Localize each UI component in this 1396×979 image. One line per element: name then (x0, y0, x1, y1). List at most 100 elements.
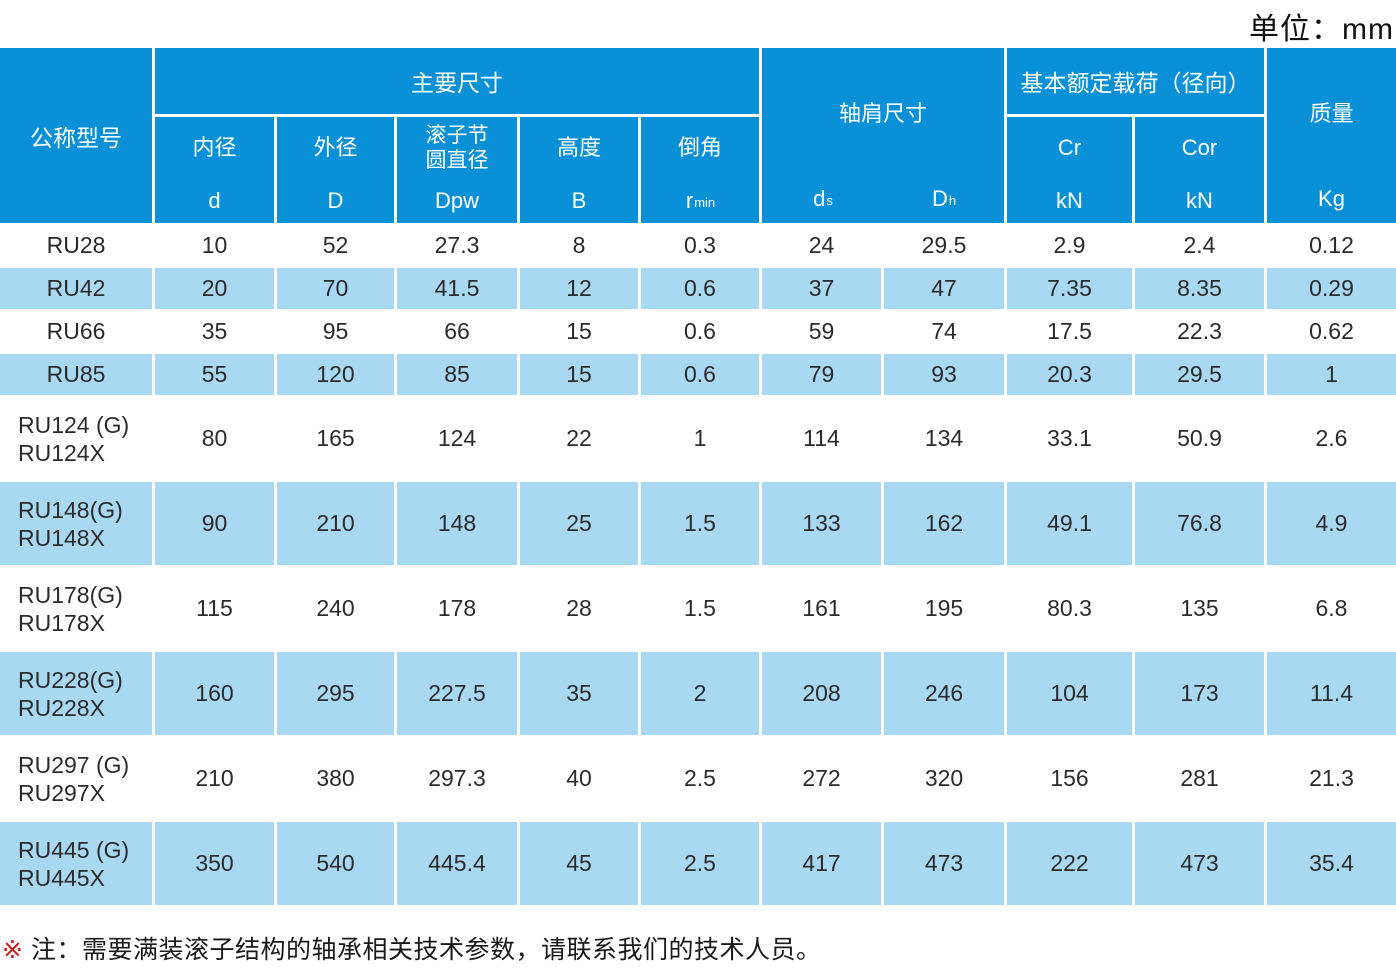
cell-value: 0.29 (1267, 268, 1396, 309)
table-row: RU66 35 95 66 15 0.6 59 74 17.5 22.3 0.62 (0, 311, 1396, 352)
cell-value: 29.5 (884, 225, 1004, 266)
cell-value: 295 (277, 652, 394, 735)
cell-value: 6.8 (1267, 567, 1396, 650)
cell-value: 1 (641, 397, 759, 480)
cell-value: 22.3 (1135, 311, 1264, 352)
cell-value: 47 (884, 268, 1004, 309)
cell-value: 161 (762, 567, 881, 650)
header-mass-unit: Kg (1318, 186, 1345, 211)
cell-value: 148 (397, 482, 517, 565)
cell-value: 1 (1267, 354, 1396, 395)
header-chamfer-label: 倒角 (677, 135, 722, 160)
cell-value: 0.62 (1267, 311, 1396, 352)
cell-model: RU124 (G) RU124X (0, 397, 152, 480)
cell-value: 22 (520, 397, 638, 480)
cell-value: 246 (884, 652, 1004, 735)
cell-value: 90 (155, 482, 274, 565)
footnote-marker: ※ (2, 936, 23, 964)
cell-value: 40 (520, 737, 638, 820)
header-shoulder-label: 轴肩尺寸 (838, 100, 927, 126)
shoulder-ds-base: d (813, 186, 826, 211)
header-model: 公称型号 (0, 48, 152, 223)
table-row: RU228(G) RU228X 160 295 227.5 35 2 208 246 104 173… (0, 652, 1396, 735)
cell-value: 1.5 (641, 567, 759, 650)
cell-value: 74 (884, 311, 1004, 352)
cell-value: 15 (520, 311, 638, 352)
cell-value: 2.6 (1267, 397, 1396, 480)
cell-value: 114 (762, 397, 881, 480)
header-pitch-label-line2: 圆直径 (425, 148, 489, 172)
cell-value: 11.4 (1267, 652, 1396, 735)
cell-value: 380 (277, 737, 394, 820)
cell-value: 2.9 (1007, 225, 1132, 266)
cell-value: 33.1 (1007, 397, 1132, 480)
cell-value: 272 (762, 737, 881, 820)
cell-value: 445.4 (397, 822, 517, 905)
header-cor: Cor kN (1135, 117, 1264, 223)
footnote: ※ 注：需要满装滚子结构的轴承相关技术参数，请联系我们的技术人员。 (2, 930, 821, 966)
cell-model: RU42 (0, 268, 152, 309)
header-pitch: 滚子节 圆直径 Dpw (397, 117, 517, 223)
cell-value: 0.6 (641, 354, 759, 395)
cell-value: 135 (1135, 567, 1264, 650)
table-row: RU85 55 120 85 15 0.6 79 93 20.3 29.5 1 (0, 354, 1396, 395)
header-bore-label: 内径 (192, 135, 237, 160)
header-height: 高度 B (520, 117, 638, 223)
cell-value: 210 (277, 482, 394, 565)
header-cr-unit: kN (1056, 187, 1083, 213)
cell-model: RU85 (0, 354, 152, 395)
cell-value: 156 (1007, 737, 1132, 820)
table-row: RU148(G) RU148X 90 210 148 25 1.5 133 162 49.1 76.… (0, 482, 1396, 565)
cell-value: 7.35 (1007, 268, 1132, 309)
cell-value: 8.35 (1135, 268, 1264, 309)
cell-value: 35.4 (1267, 822, 1396, 905)
cell-value: 37 (762, 268, 881, 309)
cell-value: 417 (762, 822, 881, 905)
cell-value: 0.3 (641, 225, 759, 266)
cell-value: 20 (155, 268, 274, 309)
header-bore-symbol: d (208, 187, 221, 213)
cell-value: 297.3 (397, 737, 517, 820)
cell-value: 473 (884, 822, 1004, 905)
cell-value: 25 (520, 482, 638, 565)
cell-value: 10 (155, 225, 274, 266)
cell-value: 160 (155, 652, 274, 735)
cell-value: 66 (397, 311, 517, 352)
cell-value: 45 (520, 822, 638, 905)
cell-value: 0.12 (1267, 225, 1396, 266)
cell-value: 29.5 (1135, 354, 1264, 395)
cell-value: 80 (155, 397, 274, 480)
cell-value: 27.3 (397, 225, 517, 266)
cell-model: RU297 (G) RU297X (0, 737, 152, 820)
table-row: RU124 (G) RU124X 80 165 124 22 1 114 134 33.1 50.9… (0, 397, 1396, 480)
cell-value: 12 (520, 268, 638, 309)
cell-value: 20.3 (1007, 354, 1132, 395)
cell-model: RU228(G) RU228X (0, 652, 152, 735)
header-height-symbol: B (571, 187, 587, 213)
cell-model: RU66 (0, 311, 152, 352)
cell-model: RU148(G) RU148X (0, 482, 152, 565)
header-outer-symbol: D (327, 187, 344, 213)
table-row: RU42 20 70 41.5 12 0.6 37 47 7.35 8.35 0.29 (0, 268, 1396, 309)
footnote-text: 注：需要满装滚子结构的轴承相关技术参数，请联系我们的技术人员。 (30, 936, 822, 964)
cell-value: 115 (155, 567, 274, 650)
cell-value: 0.6 (641, 268, 759, 309)
cell-model: RU178(G) RU178X (0, 567, 152, 650)
cell-model: RU445 (G) RU445X (0, 822, 152, 905)
cell-value: 95 (277, 311, 394, 352)
cell-value: 4.9 (1267, 482, 1396, 565)
header-cor-unit: kN (1186, 187, 1213, 213)
cell-value: 52 (277, 225, 394, 266)
cell-value: 222 (1007, 822, 1132, 905)
cell-value: 133 (762, 482, 881, 565)
table-row: RU28 10 52 27.3 8 0.3 24 29.5 2.9 2.4 0.12 (0, 225, 1396, 266)
header-cor-label: Cor (1181, 135, 1218, 160)
table-row: RU297 (G) RU297X 210 380 297.3 40 2.5 272 320 156… (0, 737, 1396, 820)
cell-value: 540 (277, 822, 394, 905)
cell-value: 50.9 (1135, 397, 1264, 480)
header-height-label: 高度 (556, 135, 601, 160)
